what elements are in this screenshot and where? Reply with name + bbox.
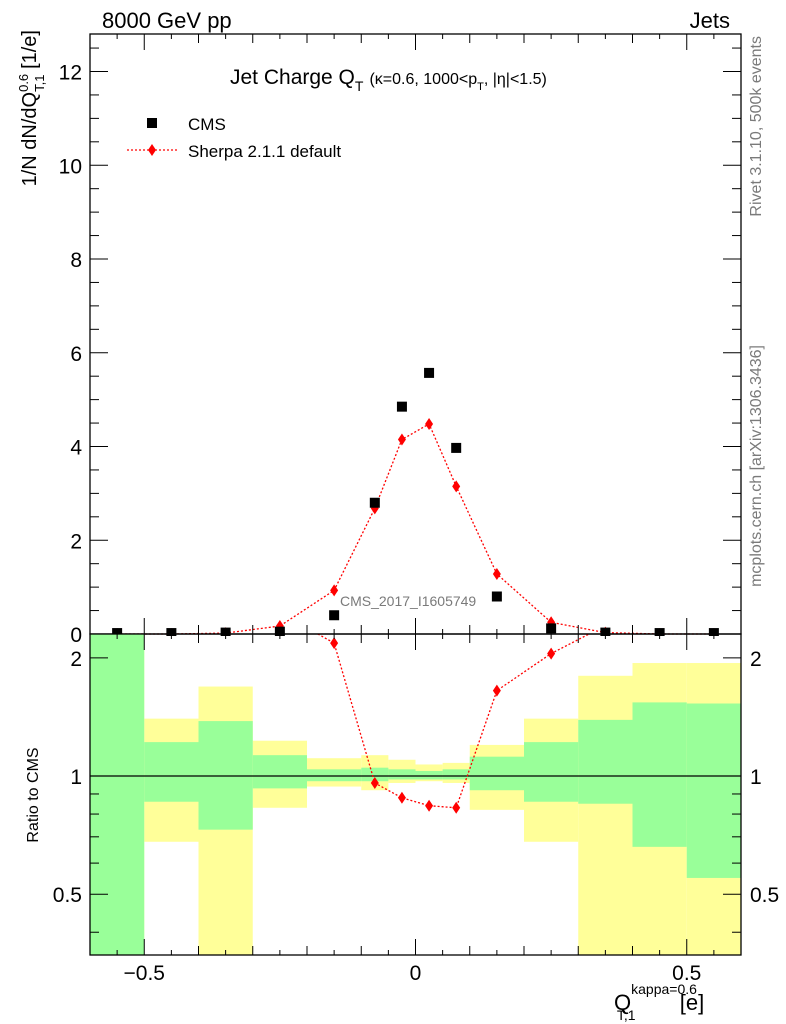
ratio-sherpa-point bbox=[370, 776, 379, 789]
ratio-plot-area bbox=[90, 634, 741, 955]
ratio-ytick-label: 0.5 bbox=[53, 884, 82, 907]
ratio-band-outer bbox=[578, 675, 633, 955]
ratio-ytick-label: 1 bbox=[70, 766, 82, 789]
ratio-band-inner bbox=[144, 742, 199, 802]
header-left: 8000 GeV pp bbox=[102, 8, 232, 33]
ratio-band-inner bbox=[307, 769, 362, 782]
main-ylabel: 1/N dN/dQ0.6T,1 [1/e] bbox=[16, 30, 47, 186]
analysis-watermark: CMS_2017_I1605749 bbox=[340, 593, 476, 609]
ratio-axes: −0.5 0 0.5 0.5 0.5 1 1 2 2 bbox=[53, 633, 779, 985]
legend-cms-label: CMS bbox=[188, 115, 226, 134]
main-ytick-label: 0 bbox=[70, 624, 82, 647]
cms-point bbox=[329, 610, 340, 621]
ratio-band-inner bbox=[524, 742, 579, 802]
main-ytick-label: 8 bbox=[70, 249, 82, 272]
x-tick-label: −0.5 bbox=[124, 962, 165, 985]
x-axis-label: Qkappa=0.6 T,1 [e] bbox=[614, 981, 704, 1023]
ratio-sherpa-point bbox=[330, 637, 339, 650]
sherpa-point bbox=[330, 584, 339, 597]
ratio-band-inner bbox=[578, 719, 633, 804]
main-ytick-label: 6 bbox=[70, 343, 82, 366]
sherpa-point bbox=[452, 480, 461, 493]
legend-cms-marker bbox=[147, 118, 157, 128]
sherpa-point bbox=[397, 433, 406, 446]
ratio-band-inner bbox=[632, 702, 687, 847]
ratio-band-inner bbox=[252, 755, 307, 789]
mcplots-label: mcplots.cern.ch [arXiv:1306.3436] bbox=[748, 345, 765, 587]
cms-point bbox=[451, 442, 462, 453]
rivet-label: Rivet 3.1.10, 500k events bbox=[748, 36, 765, 217]
chart-title: Jet Charge QT (κ=0.6, 1000<pT, |η|<1.5) bbox=[230, 66, 547, 94]
sherpa-line bbox=[117, 423, 714, 635]
ratio-band-inner bbox=[686, 703, 741, 878]
ratio-band-inner bbox=[90, 634, 145, 955]
x-tick-label: 0 bbox=[410, 962, 422, 985]
sherpa-point bbox=[425, 418, 434, 430]
cms-point bbox=[369, 497, 380, 508]
main-ytick-label: 10 bbox=[59, 155, 82, 178]
ratio-band-inner bbox=[415, 770, 443, 780]
ratio-sherpa-point bbox=[492, 684, 501, 697]
ratio-ytick-label: 2 bbox=[70, 648, 82, 671]
ratio-ylabel: Ratio to CMS bbox=[25, 747, 42, 842]
legend: CMS Sherpa 2.1.1 default bbox=[127, 115, 341, 161]
sherpa-point bbox=[492, 568, 501, 580]
ratio-sherpa-point bbox=[452, 801, 461, 814]
ratio-band-inner bbox=[469, 756, 524, 791]
main-axes: 0 2 4 6 8 10 12 bbox=[59, 33, 742, 647]
ratio-sherpa-point bbox=[397, 791, 406, 804]
ratio-content bbox=[90, 634, 741, 955]
ratio-ytick-label-right: 2 bbox=[750, 648, 762, 671]
main-ytick-label: 2 bbox=[70, 530, 82, 553]
ratio-ytick-label-right: 0.5 bbox=[750, 884, 779, 907]
cms-point bbox=[546, 623, 557, 634]
cms-point bbox=[491, 591, 502, 602]
ratio-ytick-label-right: 1 bbox=[750, 766, 762, 789]
x-tick-label: 0.5 bbox=[672, 962, 701, 985]
cms-point bbox=[396, 401, 407, 412]
ratio-sherpa-point bbox=[547, 647, 556, 660]
ratio-panel: −0.5 0 0.5 0.5 0.5 1 1 2 2 Ratio to CMS bbox=[25, 633, 779, 985]
cms-point bbox=[424, 367, 435, 378]
ratio-band-inner bbox=[361, 767, 389, 782]
legend-sherpa-label: Sherpa 2.1.1 default bbox=[188, 142, 341, 161]
ratio-band-inner bbox=[442, 769, 470, 780]
ratio-band-inner bbox=[388, 769, 416, 780]
header-right: Jets bbox=[690, 8, 730, 33]
main-ytick-label: 12 bbox=[59, 62, 82, 85]
main-ytick-label: 4 bbox=[70, 437, 82, 460]
ratio-sherpa-point bbox=[425, 799, 434, 812]
main-panel: 0 2 4 6 8 10 12 Jet Charge QT (κ=0.6, 1000<pT, … bbox=[16, 30, 742, 647]
legend-sherpa-marker bbox=[148, 144, 156, 156]
